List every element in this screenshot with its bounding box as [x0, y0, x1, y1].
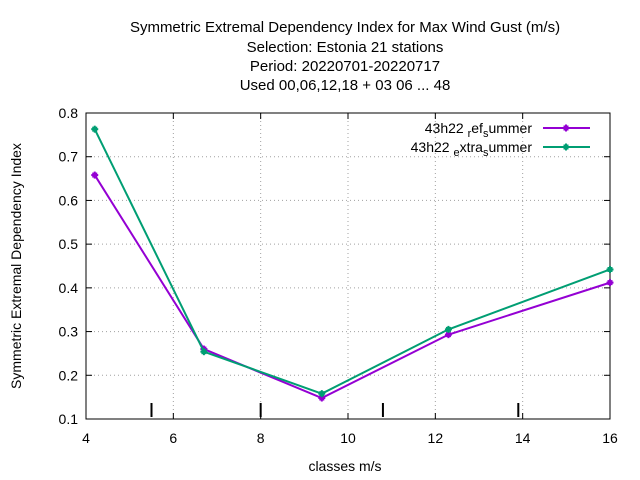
- y-tick-label: 0.6: [59, 192, 79, 208]
- y-tick-label: 0.4: [59, 280, 79, 296]
- series-2: [91, 125, 614, 398]
- x-tick-label: 16: [602, 430, 618, 446]
- legend-entry-2: 43h22 extrasummer: [411, 139, 590, 159]
- series-group: [91, 125, 614, 402]
- data-point-box: [319, 391, 325, 397]
- y-tick-label: 0.1: [59, 411, 79, 427]
- title-line-3: Period: 20220701-20220717: [250, 58, 440, 75]
- x-axis: 4 6 8 10 12 14 16: [82, 113, 618, 446]
- y-axis: 0.1 0.2 0.3 0.4 0.5 0.6 0.7 0.8: [59, 105, 610, 427]
- data-point: [606, 279, 614, 287]
- data-point-box: [201, 349, 207, 355]
- x-tick-label: 8: [257, 430, 265, 446]
- data-point: [200, 348, 208, 356]
- data-point: [444, 325, 452, 333]
- x-axis-label: classes m/s: [308, 458, 381, 474]
- data-point-box: [607, 280, 613, 286]
- data-point-box: [607, 266, 613, 272]
- data-point: [91, 125, 99, 133]
- class-boundary-marks: [150, 403, 520, 417]
- data-point-box: [92, 172, 98, 178]
- y-tick-label: 0.3: [59, 324, 79, 340]
- title-line-2: Selection: Estonia 21 stations: [247, 39, 444, 56]
- title-line-4: Used 00,06,12,18 + 03 06 ... 48: [240, 77, 451, 94]
- y-tick-label: 0.5: [59, 236, 79, 252]
- series-line: [93, 128, 611, 395]
- legend-label: 43h22 extrasummer: [411, 139, 533, 159]
- y-tick-label: 0.2: [59, 367, 79, 383]
- y-tick-label: 0.8: [59, 105, 79, 121]
- data-point: [562, 124, 570, 132]
- data-point-box: [445, 326, 451, 332]
- data-point-box: [92, 126, 98, 132]
- data-point-box: [445, 332, 451, 338]
- legend-label: 43h22 refsummer: [425, 120, 533, 140]
- chart-title: Symmetric Extremal Dependency Index for …: [130, 19, 560, 94]
- x-tick-label: 12: [428, 430, 444, 446]
- data-point: [562, 143, 570, 151]
- y-axis-label: Symmetric Extremal Dependency Index: [8, 143, 24, 389]
- data-point: [318, 390, 326, 398]
- x-tick-label: 4: [82, 430, 90, 446]
- x-tick-label: 6: [169, 430, 177, 446]
- data-point-box: [563, 125, 569, 131]
- x-tick-label: 10: [340, 430, 356, 446]
- data-point: [606, 265, 614, 273]
- data-point-box: [319, 395, 325, 401]
- grid: [86, 113, 610, 419]
- x-tick-label: 14: [515, 430, 531, 446]
- series-1: [91, 171, 614, 402]
- data-point: [91, 171, 99, 179]
- legend-entry-1: 43h22 refsummer: [425, 120, 590, 140]
- title-line-1: Symmetric Extremal Dependency Index for …: [130, 19, 560, 36]
- data-point-box: [563, 144, 569, 150]
- y-tick-label: 0.7: [59, 149, 79, 165]
